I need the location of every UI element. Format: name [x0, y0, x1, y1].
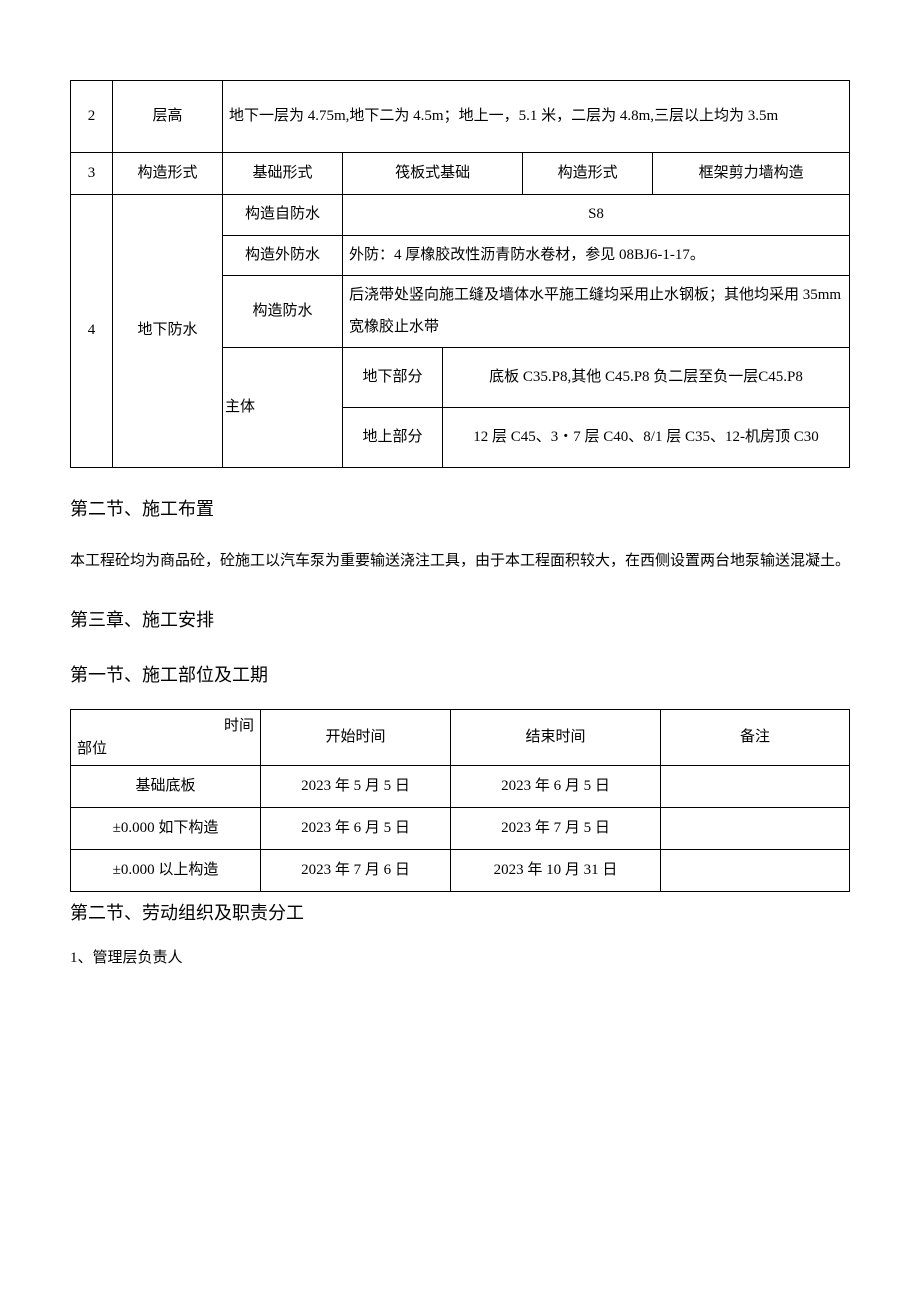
paragraph-layout: 本工程砼均为商品砼，砼施工以汽车泵为重要输送浇注工具，由于本工程面积较大，在西侧… — [70, 543, 850, 579]
row2-desc: 地下一层为 4.75m,地下二为 4.5m；地上一，5.1 米，二层为 4.8m… — [223, 81, 850, 153]
row4-a1-value: S8 — [343, 195, 850, 236]
list-item-1: 1、管理层负责人 — [70, 947, 850, 970]
schedule-end: 2023 年 6 月 5 日 — [451, 766, 661, 808]
row4-underground-value: 底板 C35.P8,其他 C45.P8 负二层至负一层C45.P8 — [443, 348, 850, 408]
row3-c1: 基础形式 — [223, 153, 343, 195]
row3-c4: 框架剪力墙构造 — [653, 153, 850, 195]
row4-a3-label: 构造防水 — [223, 276, 343, 348]
heading-section-2-2: 第二节、施工布置 — [70, 496, 850, 523]
schedule-start: 2023 年 5 月 5 日 — [261, 766, 451, 808]
schedule-row: 基础底板 2023 年 5 月 5 日 2023 年 6 月 5 日 — [71, 766, 850, 808]
row4-a1-label: 构造自防水 — [223, 195, 343, 236]
row3-c2: 筏板式基础 — [343, 153, 523, 195]
schedule-head-diag: 时间 部位 — [71, 710, 261, 766]
schedule-start: 2023 年 7 月 6 日 — [261, 850, 451, 892]
row4-a3-value: 后浇带处竖向施工缝及墙体水平施工缝均采用止水钢板；其他均采用 35mm 宽橡胶止… — [343, 276, 850, 348]
schedule-part: ±0.000 如下构造 — [71, 808, 261, 850]
schedule-note — [661, 808, 850, 850]
heading-chapter-3: 第三章、施工安排 — [70, 607, 850, 634]
row4-a2-value: 外防：4 厚橡胶改性沥青防水卷材，参见 08BJ6-1-17。 — [343, 235, 850, 276]
schedule-row: ±0.000 以上构造 2023 年 7 月 6 日 2023 年 10 月 3… — [71, 850, 850, 892]
schedule-end: 2023 年 7 月 5 日 — [451, 808, 661, 850]
row4-a4-label: 主体 — [223, 348, 343, 468]
heading-section-3-1: 第一节、施工部位及工期 — [70, 662, 850, 689]
schedule-note — [661, 766, 850, 808]
schedule-end: 2023 年 10 月 31 日 — [451, 850, 661, 892]
diag-bot: 部位 — [77, 738, 254, 761]
schedule-part: 基础底板 — [71, 766, 261, 808]
row4-underground-label: 地下部分 — [343, 348, 443, 408]
schedule-table: 时间 部位 开始时间 结束时间 备注 基础底板 2023 年 5 月 5 日 2… — [70, 709, 850, 892]
row4-a2-label: 构造外防水 — [223, 235, 343, 276]
schedule-note — [661, 850, 850, 892]
schedule-head-end: 结束时间 — [451, 710, 661, 766]
diag-top: 时间 — [77, 715, 254, 738]
row4-label: 地下防水 — [113, 195, 223, 468]
row4-aboveground-label: 地上部分 — [343, 408, 443, 468]
row3-label: 构造形式 — [113, 153, 223, 195]
row3-c3: 构造形式 — [523, 153, 653, 195]
row2-num: 2 — [71, 81, 113, 153]
spec-table: 2 层高 地下一层为 4.75m,地下二为 4.5m；地上一，5.1 米，二层为… — [70, 80, 850, 468]
schedule-start: 2023 年 6 月 5 日 — [261, 808, 451, 850]
schedule-row: ±0.000 如下构造 2023 年 6 月 5 日 2023 年 7 月 5 … — [71, 808, 850, 850]
schedule-head-note: 备注 — [661, 710, 850, 766]
row3-num: 3 — [71, 153, 113, 195]
row4-aboveground-value: 12 层 C45、3・7 层 C40、8/1 层 C35、12-机房顶 C30 — [443, 408, 850, 468]
row2-label: 层高 — [113, 81, 223, 153]
row4-num: 4 — [71, 195, 113, 468]
heading-section-3-2: 第二节、劳动组织及职责分工 — [70, 900, 850, 927]
schedule-part: ±0.000 以上构造 — [71, 850, 261, 892]
schedule-head-start: 开始时间 — [261, 710, 451, 766]
